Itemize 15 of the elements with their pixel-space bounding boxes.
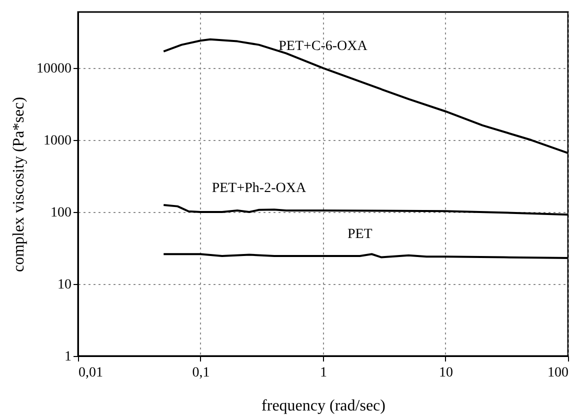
- y-tick-label: 1: [64, 350, 72, 364]
- x-tick-label: 10: [439, 366, 453, 380]
- x-axis-title: frequency (rad/sec): [262, 398, 386, 414]
- x-tick-label: 0,01: [78, 366, 103, 380]
- y-tick-label: 100: [50, 206, 72, 221]
- series-label: PET+C-6-OXA: [278, 39, 368, 54]
- y-tick-label: 10: [58, 278, 72, 293]
- x-tick-label: 0,1: [192, 366, 210, 380]
- series-label: PET+Ph-2-OXA: [212, 180, 307, 196]
- series-label: PET: [347, 226, 373, 242]
- y-tick-label: 10000: [36, 62, 72, 77]
- y-tick-label: 1000: [44, 134, 72, 149]
- x-tick-label: 100: [548, 366, 568, 380]
- x-tick-label: 1: [320, 366, 327, 380]
- y-axis-title: complex viscosity (Pa*sec): [10, 96, 28, 272]
